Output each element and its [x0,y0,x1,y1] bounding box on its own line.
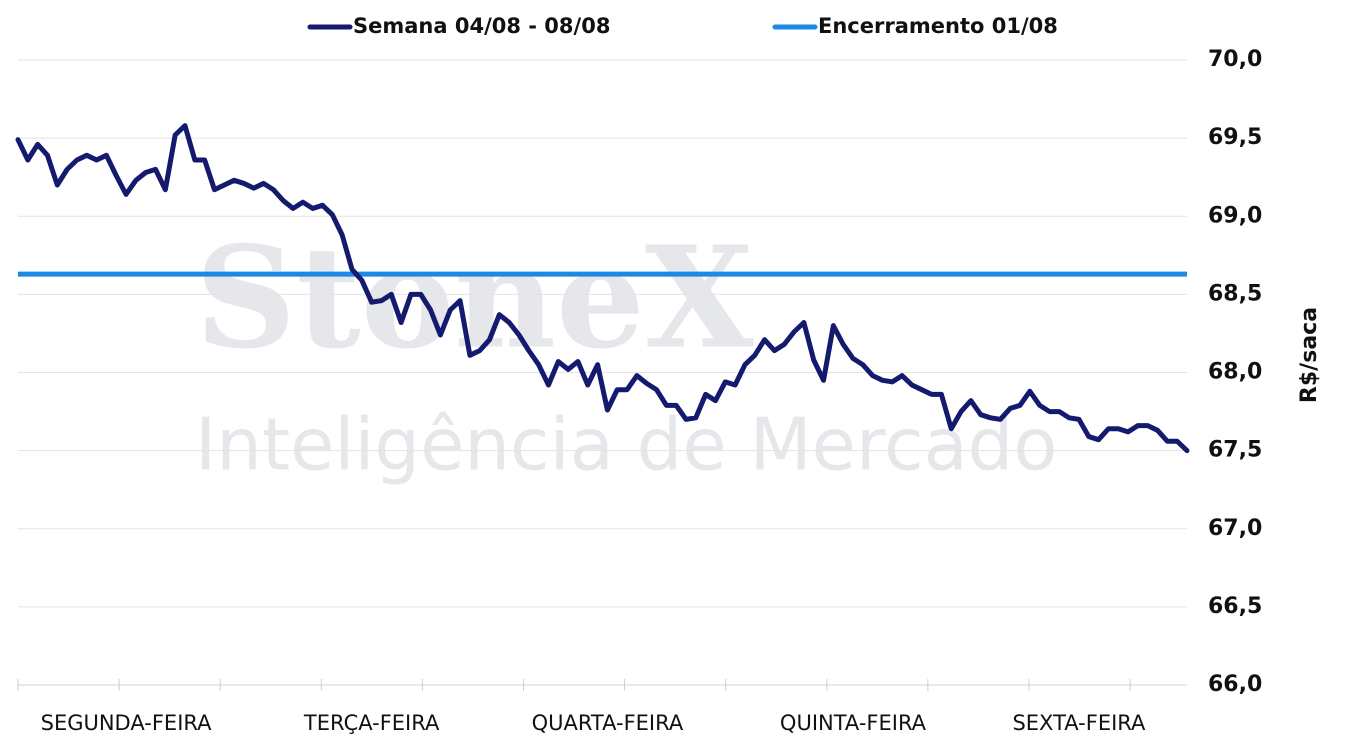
y-axis-label: R$/saca [1297,307,1322,403]
legend-label: Encerramento 01/08 [818,14,1058,38]
x-tick-label: SEXTA-FEIRA [1012,711,1146,735]
series-line [15,123,1190,454]
y-tick-label: 68,5 [1208,281,1262,306]
y-tick-label: 70,0 [1208,47,1262,72]
x-tick-label: SEGUNDA-FEIRA [41,711,213,735]
y-tick-label: 66,0 [1208,672,1262,697]
x-tick-label: QUINTA-FEIRA [780,711,927,735]
watermark-logo: StoneX [195,217,754,381]
y-tick-label: 67,5 [1208,438,1262,463]
y-tick-label: 69,5 [1208,125,1262,150]
y-tick-label: 68,0 [1208,360,1262,385]
legend-label: Semana 04/08 - 08/08 [353,14,610,38]
y-tick-label: 67,0 [1208,516,1262,541]
y-tick-label: 69,0 [1208,203,1262,228]
y-tick-label: 66,5 [1208,594,1262,619]
x-tick-label: QUARTA-FEIRA [532,711,684,735]
x-tick-label: TERÇA-FEIRA [303,711,440,735]
watermark-subtitle: Inteligência de Mercado [195,403,1057,487]
